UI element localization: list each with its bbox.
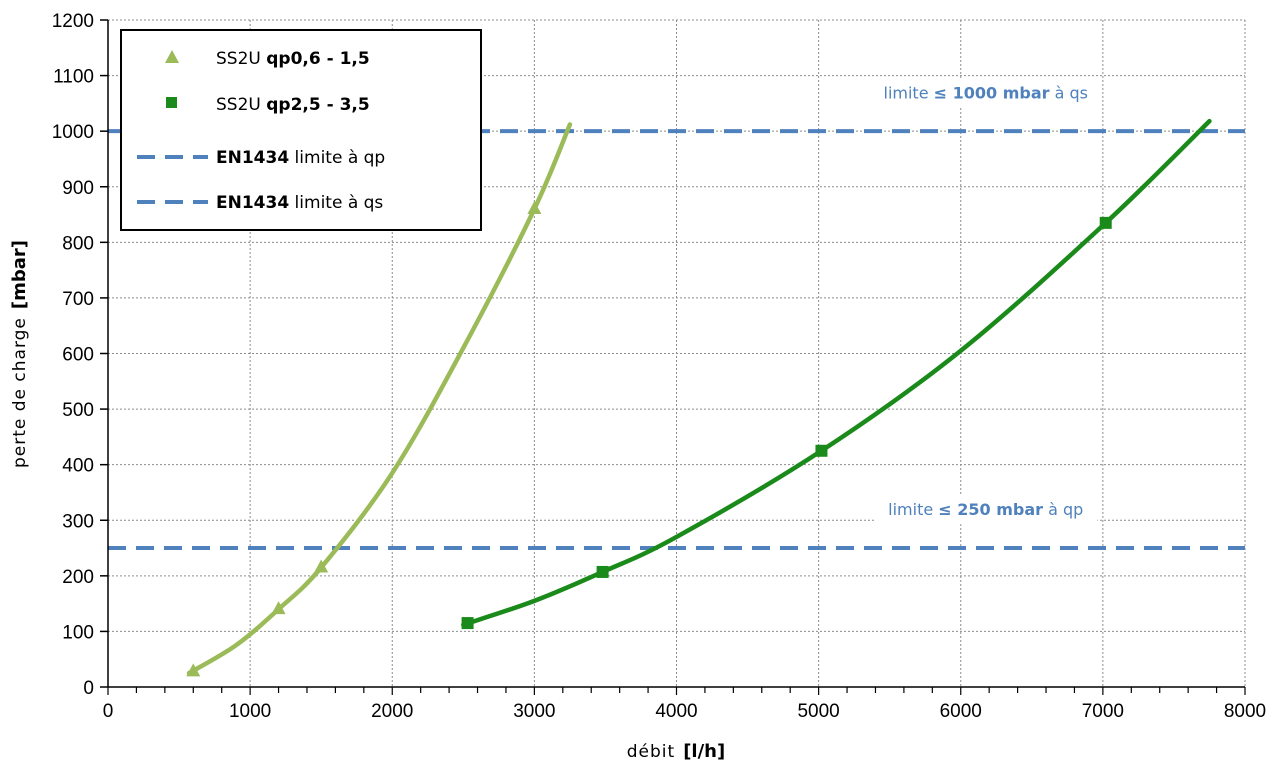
series-group <box>186 118 1212 677</box>
legend-series-1-prefix: SS2U <box>216 49 266 69</box>
annotation-2: limite ≤ 250 mbar à qp <box>874 495 1098 525</box>
series-1 <box>186 122 573 677</box>
annotation-post: à qs <box>1050 83 1088 102</box>
grid <box>108 19 1246 687</box>
data-point-triangle <box>271 601 286 615</box>
y-tick-label: 0 <box>83 678 94 699</box>
x-axis-label: débit <box>627 742 675 762</box>
data-point-square <box>596 565 609 578</box>
legend-series-2-name: qp2,5 - 3,5 <box>266 95 369 115</box>
legend-qp-bold: EN1434 <box>216 148 289 168</box>
y-tick-label: 1100 <box>53 67 94 88</box>
legend-box <box>120 29 482 231</box>
data-point-triangle <box>527 200 542 214</box>
annotation-pre: limite <box>888 500 938 519</box>
y-tick-label: 700 <box>62 289 94 310</box>
minor-ticks <box>107 687 1246 695</box>
y-tick-label: 1000 <box>52 122 94 143</box>
annotation-bold: ≤ 1000 mbar <box>934 83 1050 102</box>
series-1-line <box>186 122 573 676</box>
y-tick-label: 600 <box>62 345 94 366</box>
axes <box>100 19 1245 688</box>
annotation-text: limite ≤ 1000 mbar à qs <box>884 83 1088 102</box>
legend-entry-series-2: SS2U qp2,5 - 3,5 <box>216 95 370 115</box>
legend-qs-rest: limite à qs <box>289 193 383 213</box>
y-tick-label: 300 <box>62 511 94 532</box>
legend-entry-series-1: SS2U qp0,6 - 1,5 <box>216 49 370 69</box>
x-axis-title: débit [l/h] <box>627 741 725 762</box>
x-tick-label: 3000 <box>513 701 555 722</box>
legend-qs-bold: EN1434 <box>216 193 289 213</box>
legend-entry-qs: EN1434 limite à qs <box>216 193 383 213</box>
x-tick-label: 6000 <box>940 701 982 722</box>
y-tick-label: 1200 <box>52 11 94 32</box>
y-tick-label: 200 <box>62 567 94 588</box>
legend-series-1-name: qp0,6 - 1,5 <box>266 49 369 69</box>
x-tick-label: 2000 <box>371 701 413 722</box>
data-point-square <box>461 617 474 630</box>
legend-entry-qp: EN1434 limite à qp <box>216 148 385 168</box>
data-point-triangle <box>314 559 329 573</box>
x-tick-labels: 0 1000 2000 3000 4000 5000 6000 7000 8000 <box>103 701 1266 722</box>
legend-square-marker <box>166 97 177 108</box>
data-point-square <box>1099 216 1112 229</box>
legend-series-2-prefix: SS2U <box>216 95 266 115</box>
x-tick-label: 5000 <box>797 701 839 722</box>
data-point-square <box>815 444 828 457</box>
annotation-text: limite ≤ 250 mbar à qp <box>888 500 1083 519</box>
x-tick-label: 7000 <box>1082 701 1124 722</box>
y-tick-label: 800 <box>62 233 94 254</box>
legend-qp-rest: limite à qp <box>289 148 385 168</box>
x-tick-label: 1000 <box>229 701 271 722</box>
annotation-bold: ≤ 250 mbar <box>938 500 1043 519</box>
annotation-background <box>869 78 1102 108</box>
y-tick-label: 400 <box>62 456 94 477</box>
y-tick-labels: 0 100 200 300 400 500 600 700 800 900 1000 1100 1200 <box>52 11 94 699</box>
series-2 <box>461 118 1212 630</box>
x-axis-unit: [l/h] <box>683 741 725 762</box>
x-tick-label: 8000 <box>1224 701 1266 722</box>
annotation-background <box>874 495 1098 525</box>
data-point-triangle <box>186 663 201 677</box>
y-tick-label: 100 <box>62 622 94 643</box>
reference-lines <box>108 129 1245 551</box>
legend: SS2U qp0,6 - 1,5 SS2U qp2,5 - 3,5 EN1434… <box>120 29 482 231</box>
y-tick-label: 900 <box>62 178 94 199</box>
y-axis-title: perte de charge [mbar] <box>9 240 30 468</box>
y-tick-label: 500 <box>62 400 94 421</box>
annotation-1: limite ≤ 1000 mbar à qs <box>869 78 1102 108</box>
x-tick-label: 4000 <box>655 701 697 722</box>
y-axis-unit: [mbar] <box>9 240 30 309</box>
y-axis-label: perte de charge <box>10 317 30 468</box>
x-tick-label: 0 <box>103 701 114 722</box>
legend-triangle-marker <box>165 50 179 63</box>
annotation-pre: limite <box>884 83 934 102</box>
annotation-post: à qp <box>1043 500 1083 519</box>
